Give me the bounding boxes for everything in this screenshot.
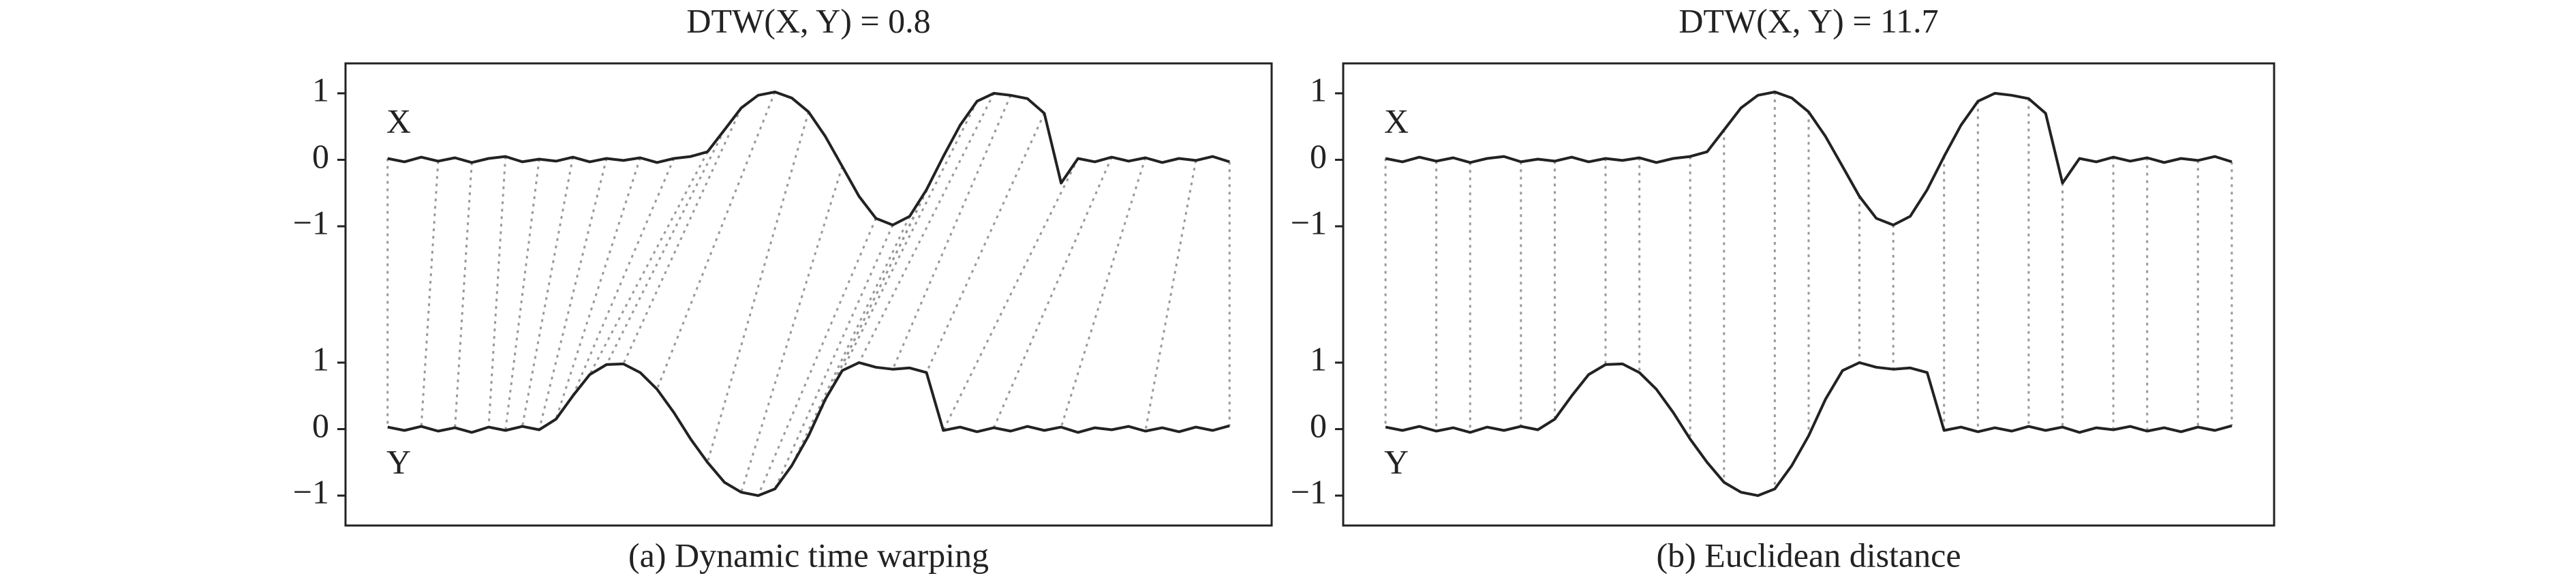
- plot-frame: [344, 62, 1273, 527]
- alignment-line: [706, 111, 810, 463]
- y-tick-label: 1: [312, 70, 329, 108]
- alignment-line: [420, 161, 440, 427]
- series-label: Y: [1384, 442, 1409, 481]
- y-tick-label: 1: [1310, 339, 1327, 378]
- alignment-line: [740, 166, 844, 493]
- alignment-line: [605, 129, 726, 365]
- alignment-line: [1144, 160, 1197, 431]
- alignment-line: [521, 157, 574, 427]
- alignment-line: [756, 217, 877, 496]
- y-tick-label: 0: [1310, 137, 1327, 175]
- alignment-line: [454, 162, 473, 428]
- alignment-line: [588, 151, 709, 376]
- series-line: [1385, 90, 2233, 227]
- alignment-line: [925, 112, 1045, 374]
- series-line: [387, 361, 1230, 498]
- alignment-line: [773, 224, 894, 489]
- alignment-line: [1060, 157, 1147, 428]
- alignment-line: [942, 157, 1079, 431]
- alignment-line: [891, 95, 1012, 370]
- y-tick-label: −1: [293, 203, 329, 241]
- series-label: Y: [386, 442, 411, 481]
- y-tick-label: 1: [1310, 70, 1327, 108]
- series-label: X: [1384, 102, 1409, 140]
- y-tick-label: 0: [312, 406, 329, 444]
- y-tick-label: 1: [312, 339, 329, 378]
- alignment-line: [858, 93, 995, 363]
- series-line: [1385, 361, 2233, 498]
- alignment-line: [572, 157, 675, 397]
- alignment-line: [504, 159, 540, 431]
- caption: (b) Euclidean distance: [1656, 536, 1961, 574]
- y-tick-label: −1: [1291, 203, 1327, 241]
- alignment-line: [487, 156, 507, 427]
- alignment-line: [538, 158, 608, 430]
- series-label: X: [386, 102, 411, 140]
- plot-frame: [1342, 62, 2275, 527]
- series-line: [387, 90, 1230, 227]
- alignment-line: [622, 107, 743, 365]
- caption: (a) Dynamic time warping: [628, 536, 989, 574]
- alignment-line: [656, 91, 776, 390]
- alignment-line: [791, 215, 911, 466]
- y-tick-label: −1: [293, 473, 329, 511]
- y-tick-label: 0: [312, 137, 329, 175]
- chart-title: DTW(X, Y) = 11.7: [1678, 1, 1938, 40]
- alignment-line: [841, 100, 978, 371]
- y-tick-label: −1: [1291, 473, 1327, 511]
- chart-title: DTW(X, Y) = 0.8: [686, 1, 930, 40]
- alignment-line: [992, 156, 1113, 429]
- y-tick-label: 0: [1310, 406, 1327, 444]
- alignment-line: [555, 157, 641, 420]
